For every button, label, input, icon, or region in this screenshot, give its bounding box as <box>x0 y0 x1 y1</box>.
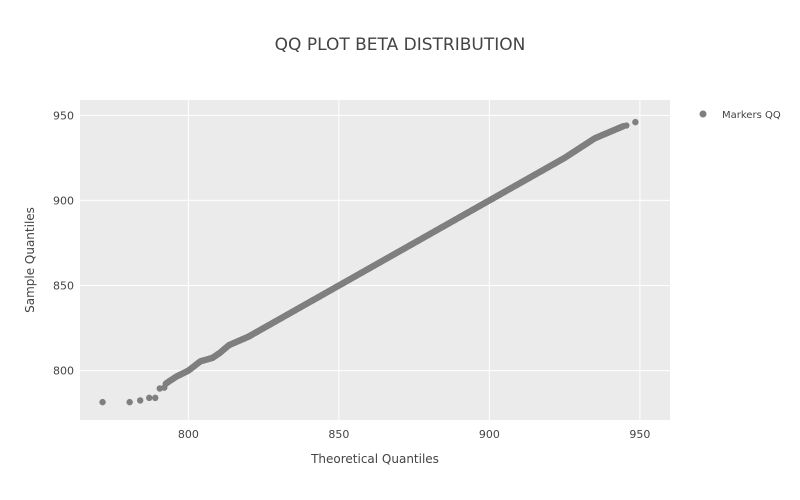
x-tick-label: 800 <box>178 428 199 441</box>
x-axis-ticks: 800 850 900 950 <box>178 428 651 441</box>
x-tick-label: 950 <box>629 428 650 441</box>
chart-title: QQ PLOT BETA DISTRIBUTION <box>275 35 526 55</box>
data-point <box>620 122 627 130</box>
legend[interactable]: Markers QQ <box>699 110 781 121</box>
data-point <box>126 398 133 406</box>
y-axis-ticks: 800 850 900 950 <box>53 109 74 377</box>
legend-label: Markers QQ <box>722 110 781 121</box>
data-points <box>99 118 639 406</box>
y-axis-title: Sample Quantiles <box>23 207 37 313</box>
x-tick-label: 850 <box>328 428 349 441</box>
y-tick-label: 800 <box>53 365 74 378</box>
y-tick-label: 950 <box>53 109 74 122</box>
gridlines <box>80 100 670 420</box>
legend-marker-icon <box>699 110 707 118</box>
x-tick-label: 900 <box>479 428 500 441</box>
data-point <box>152 394 159 402</box>
data-point <box>137 397 144 404</box>
y-tick-label: 900 <box>53 194 74 207</box>
x-axis-title: Theoretical Quantiles <box>310 452 439 466</box>
y-tick-label: 850 <box>53 280 74 293</box>
data-point <box>99 398 106 406</box>
data-point <box>632 118 639 126</box>
data-point <box>146 394 153 402</box>
